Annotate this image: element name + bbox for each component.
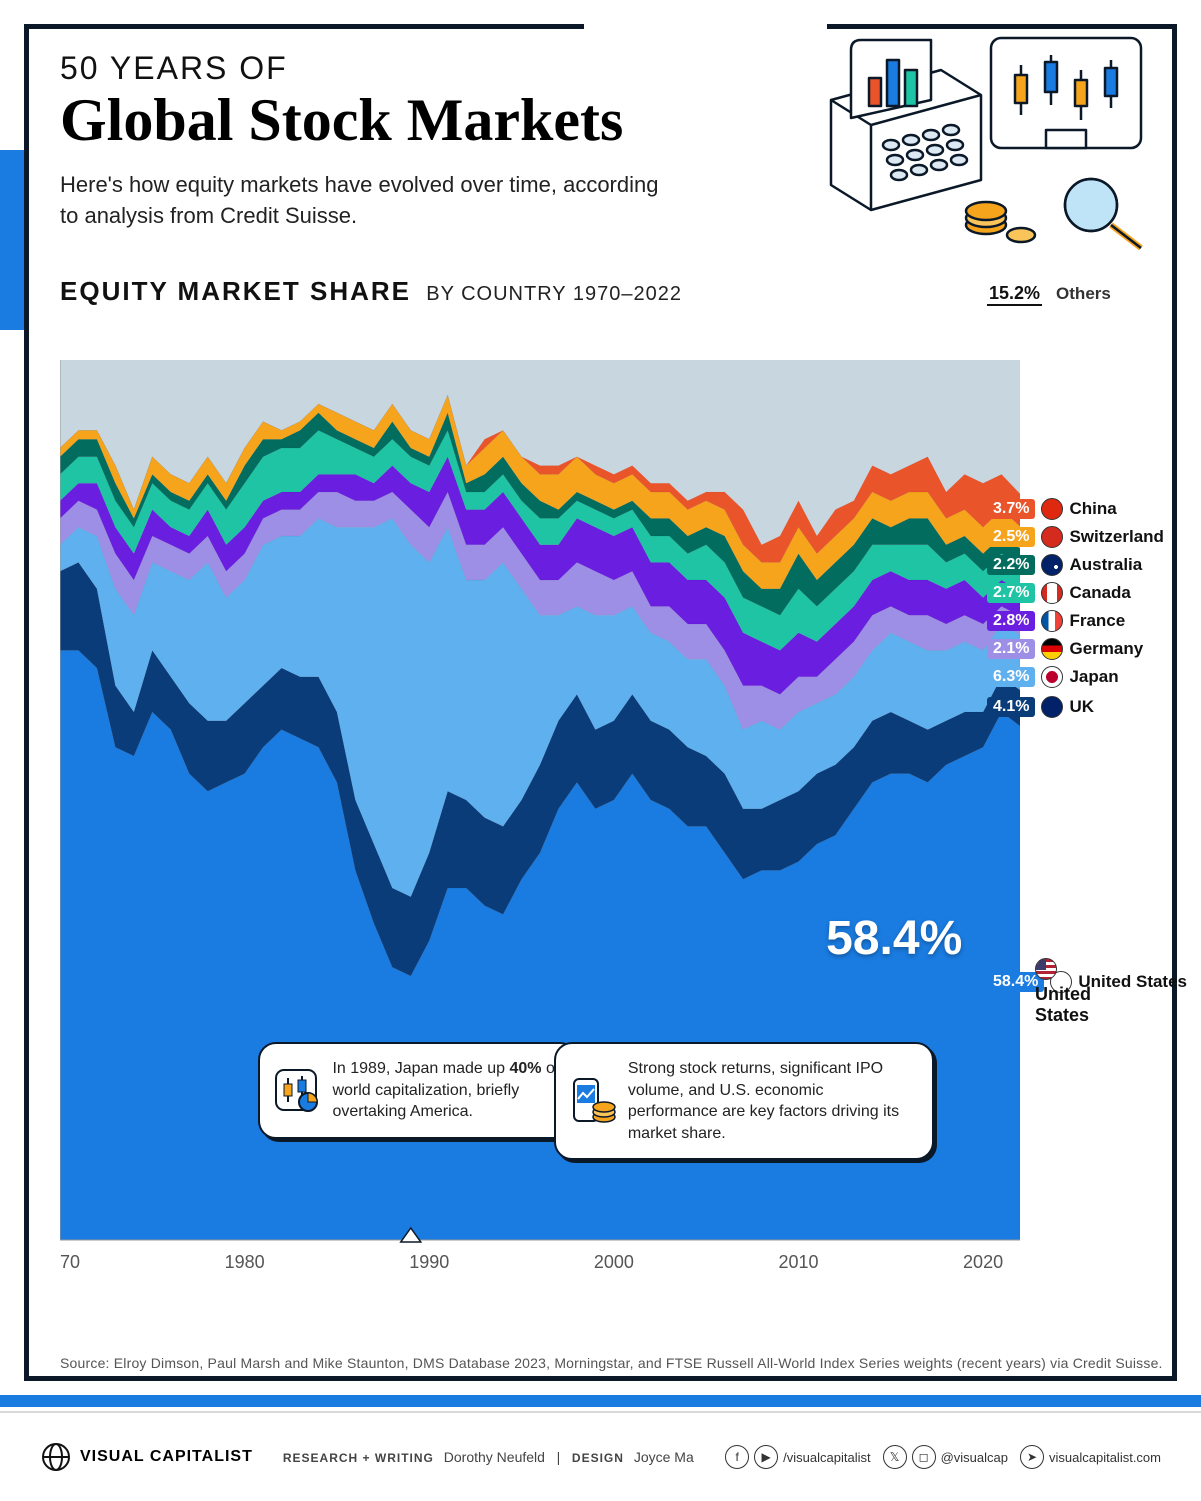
cursor-icon: ➤	[1020, 1445, 1044, 1469]
brand-logo: VISUAL CAPITALIST	[40, 1441, 253, 1473]
youtube-icon: ▶	[754, 1445, 778, 1469]
credit-name: Dorothy Neufeld	[444, 1449, 545, 1465]
legend-row-canada: 2.7%Canada	[987, 582, 1131, 604]
section-title-text: EQUITY MARKET SHARE	[60, 276, 411, 306]
instagram-icon: ◻	[912, 1445, 936, 1469]
svg-text:2000: 2000	[594, 1252, 634, 1270]
svg-text:1980: 1980	[225, 1252, 265, 1270]
legend-row-france: 2.8%France	[987, 610, 1125, 632]
header: 50 YEARS OF Global Stock Markets Here's …	[60, 50, 1141, 307]
brand-name: VISUAL CAPITALIST	[80, 1448, 253, 1466]
social-group[interactable]: f ▶ /visualcapitalist	[725, 1445, 870, 1469]
svg-text:2010: 2010	[778, 1252, 818, 1270]
hero-illustration	[791, 30, 1151, 260]
section-title: EQUITY MARKET SHARE BY COUNTRY 1970–2022	[60, 276, 1141, 307]
footer-accent	[0, 1395, 1201, 1407]
social-links: f ▶ /visualcapitalist 𝕏 ◻ @visualcap ➤ v…	[725, 1445, 1161, 1469]
subtitle: Here's how equity markets have evolved o…	[60, 170, 680, 232]
legend-row-australia: 2.2%Australia	[987, 554, 1142, 576]
social-handle: @visualcap	[941, 1450, 1008, 1465]
svg-text:1990: 1990	[409, 1252, 449, 1270]
x-icon: 𝕏	[883, 1445, 907, 1469]
svg-text:2020: 2020	[963, 1252, 1003, 1270]
legend-row-switzerland: 2.5%Switzerland	[987, 526, 1164, 548]
credit-name: Joyce Ma	[634, 1449, 694, 1465]
social-handle: /visualcapitalist	[783, 1450, 870, 1465]
social-url: visualcapitalist.com	[1049, 1450, 1161, 1465]
footer: VISUAL CAPITALIST RESEARCH + WRITING Dor…	[0, 1411, 1201, 1501]
social-group[interactable]: ➤ visualcapitalist.com	[1020, 1445, 1161, 1469]
legend-row-others: 15.2%Others	[987, 283, 1111, 306]
callout-1: In 1989, Japan made up 40% of world capi…	[258, 1042, 578, 1139]
globe-icon	[40, 1441, 72, 1473]
legend-row-japan: 6.3%Japan	[987, 666, 1119, 688]
svg-text:1970: 1970	[60, 1252, 80, 1270]
credit-label: RESEARCH + WRITING	[283, 1451, 434, 1465]
footer-credits: RESEARCH + WRITING Dorothy Neufeld | DES…	[283, 1449, 694, 1465]
legend-us: UnitedStates	[1035, 958, 1091, 1025]
legend-row-germany: 2.1%Germany	[987, 638, 1143, 660]
us-share-label: 58.4%	[826, 911, 962, 966]
social-group[interactable]: 𝕏 ◻ @visualcap	[883, 1445, 1008, 1469]
legend-row-china: 3.7%China	[987, 498, 1117, 520]
callout-2: Strong stock returns, significant IPO vo…	[554, 1042, 934, 1160]
legend-row-uk: 4.1%UK	[987, 696, 1094, 718]
section-subtitle: BY COUNTRY 1970–2022	[426, 283, 682, 305]
credit-label: DESIGN	[572, 1451, 624, 1465]
facebook-icon: f	[725, 1445, 749, 1469]
accent-bar	[0, 150, 24, 330]
source-citation: Source: Elroy Dimson, Paul Marsh and Mik…	[60, 1355, 1163, 1371]
